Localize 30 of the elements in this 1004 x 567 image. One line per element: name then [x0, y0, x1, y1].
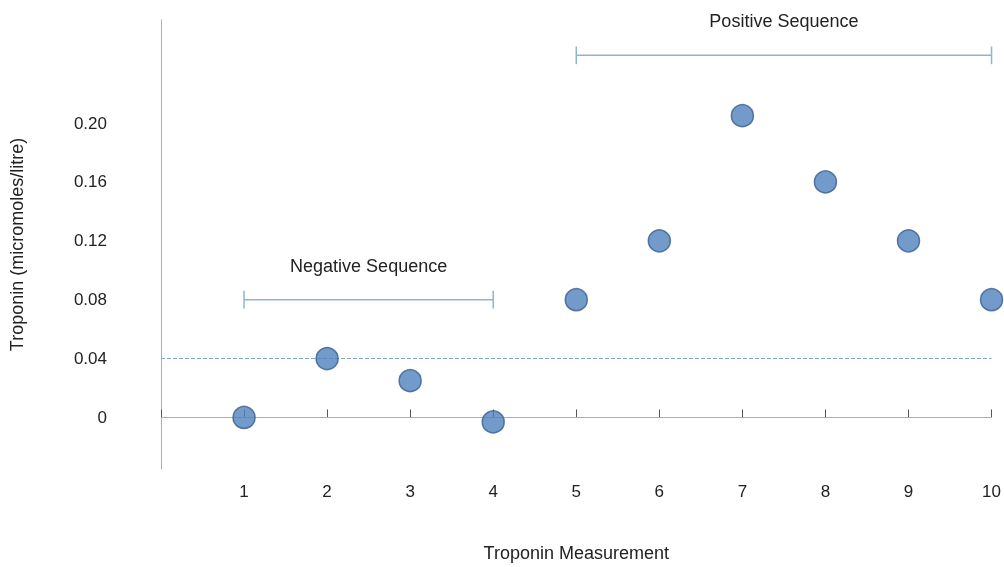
- y-tick-label: 0.04: [73, 349, 107, 369]
- y-tick-label: 0.12: [73, 231, 107, 251]
- point: [398, 368, 422, 393]
- y-tick-label: 0.16: [73, 172, 107, 192]
- point: [564, 287, 589, 312]
- annotation: Positive Sequence: [709, 11, 859, 32]
- x-tick-label: 4: [488, 482, 498, 501]
- point: [647, 229, 672, 253]
- y-tick-label: 0: [97, 407, 107, 427]
- x-tick-label: 7: [737, 482, 748, 501]
- x-tick-label: 1: [239, 482, 249, 501]
- x-tick-label: 8: [820, 482, 831, 501]
- x-tick-label: 6: [654, 482, 665, 501]
- point: [813, 170, 838, 194]
- point: [896, 229, 921, 253]
- x-tick-label: 3: [405, 482, 415, 501]
- point: [315, 346, 339, 371]
- y-axis-title: Troponin (micromoles/litre): [7, 137, 27, 352]
- x-axis-title: Troponin Measurement: [483, 543, 669, 563]
- x-tick-label: 5: [571, 482, 582, 501]
- point: [232, 405, 256, 430]
- x-tick-label: 2: [322, 482, 332, 501]
- x-tick-label: 9: [903, 482, 914, 501]
- x-tick-label: 10: [982, 482, 1002, 501]
- point: [481, 410, 505, 434]
- point: [979, 287, 1004, 312]
- y-tick-label: 0.20: [73, 113, 107, 133]
- point: [730, 103, 755, 128]
- y-tick-label: 0.08: [73, 290, 107, 310]
- annotation: Negative Sequence: [290, 255, 448, 276]
